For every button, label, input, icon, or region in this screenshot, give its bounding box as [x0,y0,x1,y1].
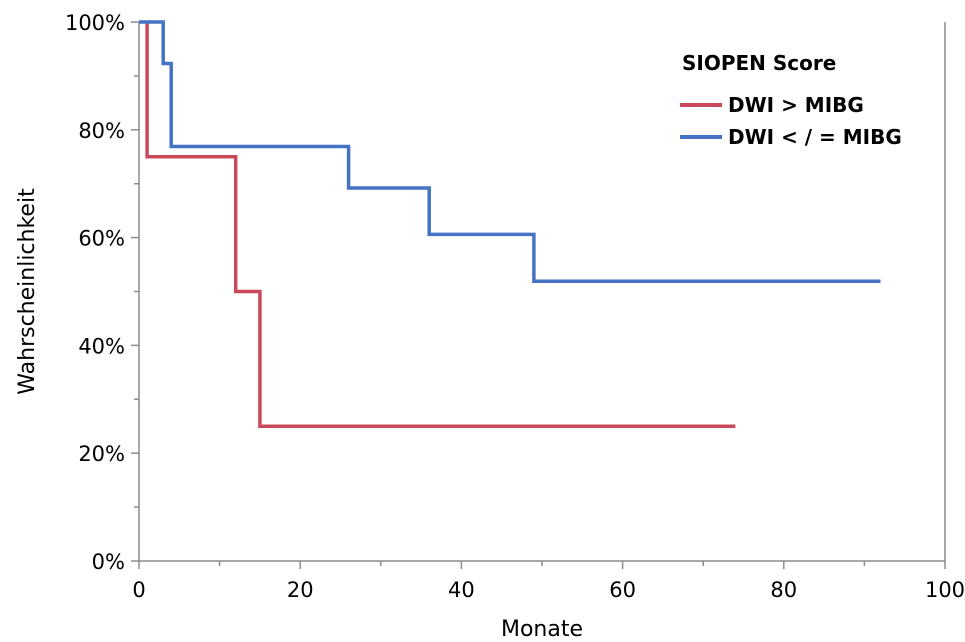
series-line-dwi-greater-mibg [145,22,736,429]
y-tick-label: 0% [92,550,125,574]
tick-labels: 0% 20% 40% 60% 80% 100% 0 20 40 60 80 100 [65,11,965,602]
y-tick-label: 20% [78,442,125,466]
legend: SIOPEN Score DWI > MIBG DWI < / = MIBG [680,51,902,149]
x-axis-title: Monate [501,617,583,642]
y-tick-label: 80% [78,119,125,143]
x-tick-label: 80 [770,578,797,602]
y-tick-label: 40% [78,334,125,358]
x-tick-label: 100 [925,578,965,602]
x-tick-label: 40 [448,578,475,602]
legend-label-dwi-greater-mibg: DWI > MIBG [728,93,864,117]
y-tick-label: 60% [78,227,125,251]
series-lines [139,20,881,429]
series-line-dwi-less-equal-mibg [139,20,881,284]
ticks [131,21,946,569]
x-tick-label: 0 [132,578,145,602]
x-tick-label: 60 [609,578,636,602]
legend-title: SIOPEN Score [682,51,836,75]
x-tick-label: 20 [287,578,314,602]
y-tick-label: 100% [65,11,125,35]
y-axis-title: Wahrscheinlichkeit [15,188,40,395]
legend-label-dwi-less-equal-mibg: DWI < / = MIBG [728,125,902,149]
